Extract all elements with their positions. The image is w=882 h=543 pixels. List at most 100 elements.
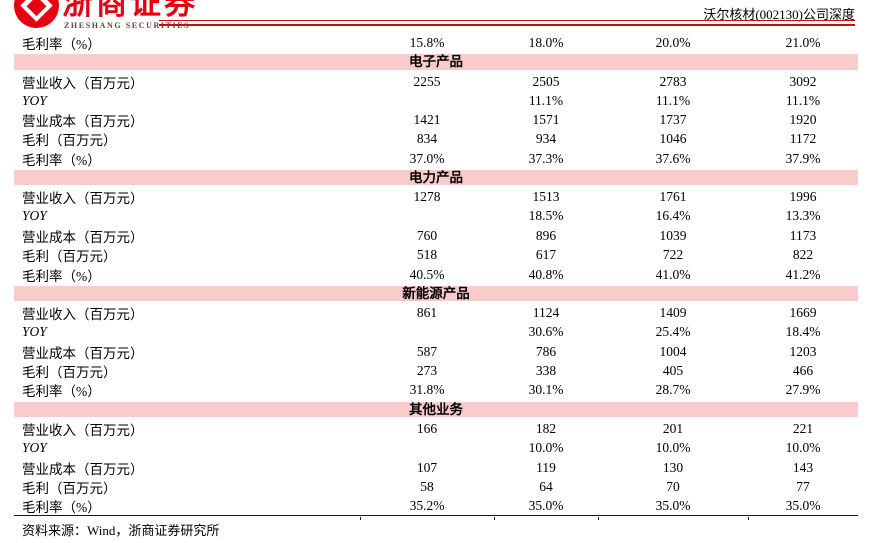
- table-row: YOY 10.0% 10.0% 10.0%: [14, 438, 858, 457]
- cell-value: 1920: [789, 112, 817, 128]
- table-row: 营业成本（百万元） 107 119 130 143: [14, 458, 858, 477]
- cell-value: 30.1%: [528, 382, 564, 398]
- cell-value: 2255: [413, 73, 441, 89]
- cell-value: 1513: [532, 189, 560, 205]
- table-row: 毛利率（%） 37.0% 37.3% 37.6% 37.9%: [14, 149, 858, 168]
- logo-en-text: ZHESHANG SECURITIES: [64, 21, 191, 30]
- cell-value: 518: [416, 247, 438, 263]
- cell-value: 338: [535, 363, 557, 379]
- cell-value: 934: [535, 131, 557, 147]
- cell-value: 182: [535, 420, 557, 436]
- table-row: 毛利（百万元） 273 338 405 466: [14, 361, 858, 380]
- row-label: 营业收入（百万元）: [22, 422, 144, 438]
- logo-gem-icon: [20, 0, 53, 22]
- row-label: 毛利（百万元）: [22, 249, 117, 265]
- table-row: 毛利（百万元） 518 617 722 822: [14, 245, 858, 264]
- row-label: 营业成本（百万元）: [22, 229, 144, 245]
- cell-value: 2505: [532, 73, 560, 89]
- cell-value: 822: [792, 247, 814, 263]
- row-label: 营业成本（百万元）: [22, 461, 144, 477]
- table-row: YOY 18.5% 16.4% 13.3%: [14, 207, 858, 226]
- cell-value: 31.8%: [409, 382, 445, 398]
- cell-value: 1173: [789, 227, 817, 243]
- source-note: 资料来源：Wind，浙商证券研究所: [22, 523, 220, 538]
- cell-value: 130: [662, 459, 684, 475]
- table-row: 营业收入（百万元） 166 182 201 221: [14, 419, 858, 438]
- row-label: 营业收入（百万元）: [22, 307, 144, 323]
- cell-value: 37.9%: [785, 150, 821, 166]
- cell-value: 1203: [789, 343, 817, 359]
- row-label: 毛利率（%）: [22, 37, 101, 52]
- cell-value: 834: [416, 131, 438, 147]
- cell-value: 1571: [532, 112, 560, 128]
- section-header-row: 电子产品: [14, 52, 858, 72]
- cell-value: 21.0%: [785, 35, 821, 50]
- cell-value: 405: [662, 363, 684, 379]
- row-label: 毛利率（%）: [22, 500, 101, 516]
- row-label: YOY: [22, 208, 47, 224]
- table-row: 毛利（百万元） 58 64 70 77: [14, 477, 858, 496]
- cell-value: 70: [666, 478, 680, 494]
- column-tick: [494, 516, 496, 521]
- cell-value: 11.1%: [785, 92, 821, 108]
- cell-value: 41.0%: [655, 266, 691, 282]
- row-label: 营业成本（百万元）: [22, 114, 144, 130]
- table-row: 毛利率（%） 35.2% 35.0% 35.0% 35.0%: [14, 496, 858, 515]
- column-tick: [748, 516, 750, 521]
- cell-value: 861: [416, 305, 438, 321]
- row-label: YOY: [22, 324, 47, 340]
- table-row: 营业收入（百万元） 861 1124 1409 1669: [14, 303, 858, 322]
- cell-value: 35.0%: [785, 498, 821, 514]
- cell-value: 107: [416, 459, 438, 475]
- cell-value: 13.3%: [785, 208, 821, 224]
- table-row: 营业收入（百万元） 1278 1513 1761 1996: [14, 187, 858, 206]
- cell-value: 41.2%: [785, 266, 821, 282]
- cell-value: 1278: [413, 189, 441, 205]
- cell-value: 1421: [413, 112, 441, 128]
- cell-value: 25.4%: [655, 324, 691, 340]
- section-header-row: 电力产品: [14, 168, 858, 188]
- row-label: 毛利（百万元）: [22, 133, 117, 149]
- row-label: 毛利率（%）: [22, 152, 101, 168]
- cell-value: 617: [535, 247, 557, 263]
- cell-value: 11.1%: [655, 92, 691, 108]
- cell-value: 1761: [659, 189, 687, 205]
- cell-value: 37.6%: [655, 150, 691, 166]
- table-row: YOY 11.1% 11.1% 11.1%: [14, 91, 858, 110]
- cell-value: 760: [416, 227, 438, 243]
- cell-value: 3092: [789, 73, 817, 89]
- row-label: 营业收入（百万元）: [22, 75, 144, 91]
- cell-value: 119: [536, 459, 556, 475]
- cell-value: 18.5%: [528, 208, 564, 224]
- cell-value: 722: [662, 247, 684, 263]
- row-label: 毛利率（%）: [22, 384, 101, 400]
- cell-value: 37.3%: [528, 150, 564, 166]
- cell-value: 64: [539, 478, 553, 494]
- table-row: 营业收入（百万元） 2255 2505 2783 3092: [14, 72, 858, 91]
- column-tick: [360, 516, 362, 521]
- cell-value: 1669: [789, 305, 817, 321]
- column-tick: [598, 516, 600, 521]
- cell-value: 1124: [532, 305, 560, 321]
- cell-value: 1737: [659, 112, 687, 128]
- row-label: YOY: [22, 92, 47, 108]
- cell-value: 1039: [659, 227, 687, 243]
- cell-value: 1046: [659, 131, 687, 147]
- row-label: 毛利率（%）: [22, 268, 101, 284]
- cell-value: 10.0%: [785, 439, 821, 455]
- cell-value: 2783: [659, 73, 687, 89]
- cell-value: 58: [420, 478, 434, 494]
- cell-value: 30.6%: [528, 324, 564, 340]
- cell-value: 11.1%: [528, 92, 564, 108]
- header-rule: [159, 20, 855, 26]
- table-row: YOY 30.6% 25.4% 18.4%: [14, 322, 858, 341]
- financial-table: 毛利率（%） 15.8% 18.0% 20.0% 21.0% 电子产品 营业收入（百万元） 2…: [14, 33, 858, 521]
- cell-value: 143: [792, 459, 814, 475]
- cell-value: 40.8%: [528, 266, 564, 282]
- cell-value: 35.0%: [528, 498, 564, 514]
- cell-value: 35.0%: [655, 498, 691, 514]
- cell-value: 10.0%: [528, 439, 564, 455]
- zheshang-logo-icon: [14, 0, 59, 28]
- cell-value: 20.0%: [655, 35, 691, 50]
- table-row: 毛利率（%） 40.5% 40.8% 41.0% 41.2%: [14, 265, 858, 284]
